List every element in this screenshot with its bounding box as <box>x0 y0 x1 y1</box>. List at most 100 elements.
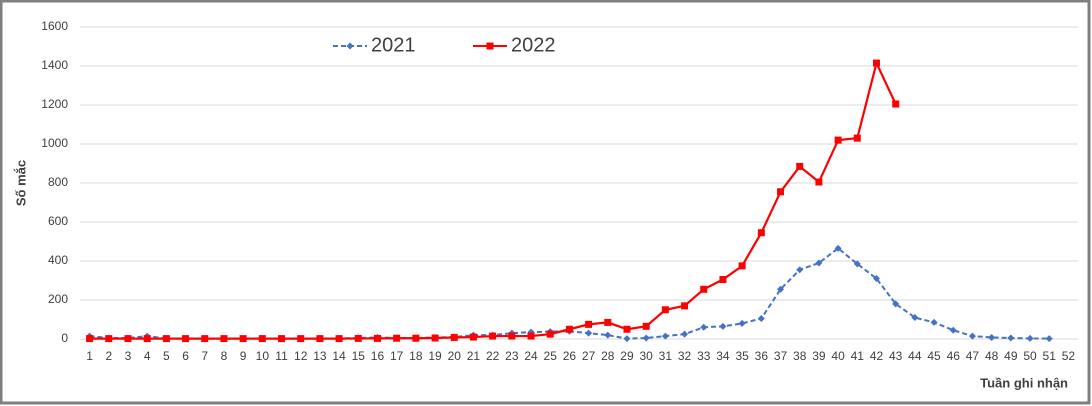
point <box>661 332 669 340</box>
point <box>162 335 170 343</box>
point <box>354 334 362 342</box>
x-tick-label: 23 <box>505 349 519 363</box>
point <box>486 42 494 50</box>
y-tick-label: 1600 <box>41 19 68 33</box>
x-tick-label: 15 <box>352 349 366 363</box>
point <box>86 335 94 343</box>
x-tick-label: 3 <box>125 349 132 363</box>
point <box>796 266 804 274</box>
x-tick-label: 30 <box>639 349 653 363</box>
point <box>872 59 880 67</box>
point <box>489 332 497 340</box>
point <box>335 335 343 343</box>
x-tick-label: 20 <box>448 349 462 363</box>
x-tick-label: 22 <box>486 349 500 363</box>
x-tick-label: 47 <box>966 349 980 363</box>
point <box>642 322 650 330</box>
x-tick-label: 26 <box>563 349 577 363</box>
legend-label: 2022 <box>511 34 556 56</box>
x-tick-label: 33 <box>697 349 711 363</box>
x-axis-title: Tuần ghi nhận <box>980 375 1068 390</box>
x-tick-label: 17 <box>390 349 404 363</box>
x-tick-label: 21 <box>467 349 481 363</box>
point <box>182 335 190 343</box>
x-tick-label: 34 <box>716 349 730 363</box>
x-tick-label: 42 <box>870 349 884 363</box>
x-tick-label: 16 <box>371 349 385 363</box>
x-tick-label: 18 <box>409 349 423 363</box>
x-tick-label: 32 <box>678 349 692 363</box>
x-tick-label: 7 <box>201 349 208 363</box>
point <box>642 334 650 342</box>
y-axis-title: Số mắc <box>13 160 28 206</box>
point <box>777 188 785 196</box>
point <box>623 335 631 343</box>
x-tick-label: 12 <box>294 349 308 363</box>
point <box>431 334 439 342</box>
x-tick-label: 6 <box>182 349 189 363</box>
x-tick-label: 14 <box>332 349 346 363</box>
legend-label: 2021 <box>371 34 416 56</box>
x-tick-label: 25 <box>544 349 558 363</box>
y-tick-label: 800 <box>48 175 68 189</box>
x-tick-label: 44 <box>908 349 922 363</box>
point <box>834 136 842 144</box>
x-tick-label: 46 <box>947 349 961 363</box>
x-tick-label: 39 <box>812 349 826 363</box>
x-tick-label: 19 <box>428 349 442 363</box>
point <box>815 259 823 267</box>
x-tick-label: 13 <box>313 349 327 363</box>
point <box>872 275 880 283</box>
point <box>892 100 900 108</box>
point <box>738 319 746 327</box>
point <box>508 332 516 340</box>
x-tick-label: 4 <box>144 349 151 363</box>
point <box>585 320 593 328</box>
point <box>1026 334 1034 342</box>
x-tick-label: 8 <box>221 349 228 363</box>
y-tick-label: 1200 <box>41 97 68 111</box>
point <box>777 285 785 293</box>
point <box>719 276 727 284</box>
x-tick-label: 51 <box>1043 349 1057 363</box>
x-tick-label: 24 <box>524 349 538 363</box>
x-tick-label: 43 <box>889 349 903 363</box>
y-tick-label: 0 <box>61 331 68 345</box>
point <box>719 322 727 330</box>
point <box>738 262 746 270</box>
point <box>220 335 228 343</box>
x-tick-label: 36 <box>755 349 769 363</box>
y-tick-label: 200 <box>48 292 68 306</box>
point <box>623 325 631 333</box>
point <box>346 42 354 50</box>
x-tick-label: 37 <box>774 349 788 363</box>
point <box>949 326 957 334</box>
point <box>124 335 132 343</box>
y-tick-label: 600 <box>48 214 68 228</box>
y-tick-label: 400 <box>48 253 68 267</box>
point <box>930 318 938 326</box>
point <box>239 335 247 343</box>
point <box>1045 335 1053 343</box>
point <box>892 300 900 308</box>
point <box>700 323 708 331</box>
x-tick-label: 31 <box>659 349 673 363</box>
point <box>297 335 305 343</box>
point <box>968 332 976 340</box>
point <box>757 315 765 323</box>
x-tick-label: 40 <box>831 349 845 363</box>
point <box>527 332 535 340</box>
point <box>681 330 689 338</box>
point <box>143 335 151 343</box>
point <box>988 333 996 341</box>
x-tick-label: 27 <box>582 349 596 363</box>
point <box>258 335 266 343</box>
x-tick-label: 10 <box>256 349 270 363</box>
point <box>853 260 861 268</box>
y-tick-label: 1000 <box>41 136 68 150</box>
x-tick-label: 1 <box>86 349 93 363</box>
x-tick-label: 49 <box>1004 349 1018 363</box>
point <box>393 334 401 342</box>
